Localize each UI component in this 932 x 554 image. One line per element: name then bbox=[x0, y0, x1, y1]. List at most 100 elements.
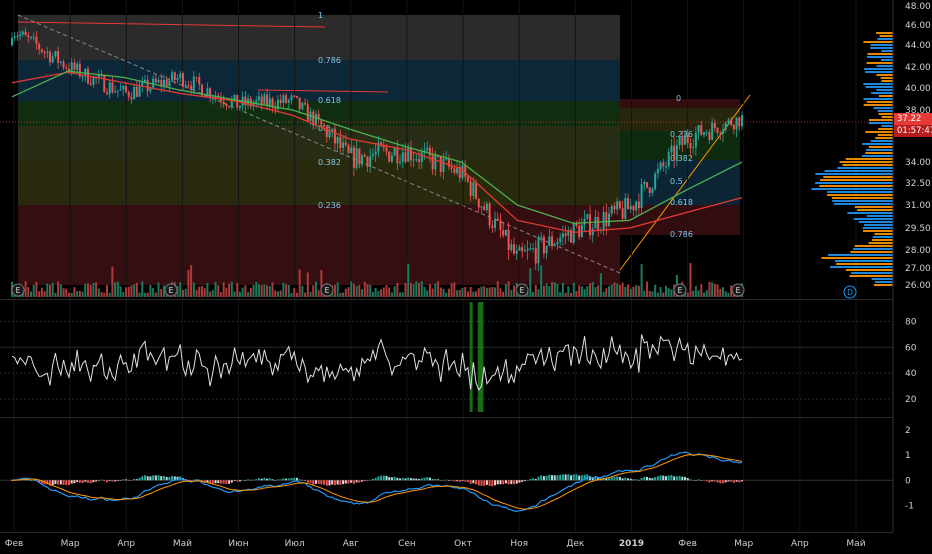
candle-body bbox=[127, 91, 130, 98]
volume-profile-bar bbox=[871, 278, 893, 280]
candle-body bbox=[499, 220, 502, 231]
candle-body bbox=[276, 99, 279, 110]
candle-body bbox=[401, 152, 404, 162]
volume-bar bbox=[111, 266, 114, 297]
macd-histogram-bar bbox=[363, 480, 366, 481]
candle-body bbox=[320, 119, 323, 125]
rsi-oversold-band bbox=[477, 302, 481, 412]
candle-body bbox=[730, 119, 733, 126]
event-marker-circle[interactable] bbox=[11, 283, 25, 297]
volume-bar bbox=[116, 281, 119, 297]
macd-histogram-bar bbox=[564, 474, 567, 481]
macd-histogram-bar bbox=[703, 480, 706, 481]
candle-body bbox=[537, 237, 540, 264]
event-marker-label[interactable]: E bbox=[169, 286, 174, 295]
event-marker-label[interactable]: E bbox=[325, 286, 330, 295]
macd-histogram-bar bbox=[431, 479, 434, 481]
volume-bar bbox=[466, 291, 469, 297]
macd-line bbox=[11, 451, 743, 512]
event-marker-circle[interactable] bbox=[320, 283, 334, 297]
pane-separator[interactable] bbox=[0, 417, 893, 418]
candle-body bbox=[371, 154, 374, 157]
candle-body bbox=[681, 137, 684, 145]
volume-profile-bar bbox=[880, 77, 893, 79]
x-tick-label: Мар bbox=[734, 539, 753, 549]
event-marker-circle[interactable] bbox=[843, 285, 857, 299]
macd-histogram-bar bbox=[323, 480, 326, 485]
macd-histogram-bar bbox=[67, 480, 70, 486]
macd-histogram-bar bbox=[483, 480, 486, 486]
candle-body bbox=[143, 79, 146, 82]
candle-body bbox=[21, 31, 24, 35]
macd-histogram-bar bbox=[491, 480, 494, 487]
volume-profile-bar bbox=[833, 203, 893, 205]
volume-profile-bar bbox=[831, 197, 893, 199]
pane-separator[interactable] bbox=[0, 299, 893, 300]
volume-bar bbox=[548, 285, 551, 297]
macd-histogram-bar bbox=[610, 476, 613, 481]
volume-bar bbox=[697, 290, 700, 297]
macd-histogram-bar bbox=[157, 475, 160, 481]
candle-body bbox=[138, 85, 141, 97]
volume-bar bbox=[510, 289, 513, 297]
macd-histogram-bar bbox=[697, 479, 700, 481]
macd-histogram-bar bbox=[401, 477, 404, 481]
volume-bar bbox=[219, 292, 222, 297]
volume-bar bbox=[551, 282, 554, 297]
volume-profile-bar bbox=[875, 137, 893, 139]
candle-body bbox=[46, 51, 49, 53]
countdown-tag: 01:57:47 bbox=[894, 125, 932, 137]
event-marker-label[interactable]: E bbox=[520, 286, 525, 295]
volume-bar bbox=[632, 286, 635, 297]
event-marker-circle[interactable] bbox=[731, 283, 745, 297]
volume-bar bbox=[464, 286, 467, 297]
event-marker-label[interactable]: E bbox=[736, 286, 741, 295]
volume-bar bbox=[499, 288, 502, 297]
event-marker-circle[interactable] bbox=[673, 283, 687, 297]
macd-histogram-bar bbox=[580, 475, 583, 481]
candle-body bbox=[542, 236, 545, 254]
volume-bar bbox=[238, 291, 241, 297]
candle-body bbox=[697, 125, 700, 133]
volume-profile-bar bbox=[878, 95, 893, 97]
volume-bar bbox=[76, 291, 79, 297]
fib-zone-band bbox=[18, 60, 620, 101]
macd-histogram-bar bbox=[119, 480, 122, 481]
candle-body bbox=[553, 244, 556, 247]
event-marker-label[interactable]: E bbox=[16, 286, 21, 295]
candle-body bbox=[627, 198, 630, 210]
price-tick-label: 42.00 bbox=[905, 63, 931, 73]
macd-histogram-bar bbox=[211, 480, 214, 484]
macd-histogram-bar bbox=[456, 480, 459, 482]
macd-histogram-bar bbox=[692, 480, 695, 481]
volume-profile-bar bbox=[868, 146, 893, 148]
volume-bar bbox=[336, 282, 339, 297]
candle-body bbox=[157, 79, 160, 83]
event-marker-circle[interactable] bbox=[515, 283, 529, 297]
macd-histogram-bar bbox=[469, 480, 472, 484]
volume-bar bbox=[401, 292, 404, 297]
candle-body bbox=[173, 72, 176, 80]
volume-bar bbox=[43, 291, 46, 297]
macd-histogram-bar bbox=[108, 480, 111, 482]
candle-body bbox=[165, 79, 168, 87]
candle-body bbox=[108, 82, 111, 94]
candle-body bbox=[613, 205, 616, 210]
macd-histogram-bar bbox=[32, 480, 35, 481]
volume-profile-bar bbox=[866, 149, 893, 151]
candle-body bbox=[735, 117, 738, 130]
volume-profile-bar bbox=[850, 251, 893, 253]
macd-histogram-bar bbox=[89, 480, 92, 484]
event-marker-label[interactable]: E bbox=[678, 286, 683, 295]
macd-histogram-bar bbox=[420, 478, 423, 481]
volume-profile-bar bbox=[864, 68, 893, 70]
volume-bar bbox=[260, 284, 263, 297]
volume-bar bbox=[540, 265, 543, 297]
macd-histogram-bar bbox=[325, 480, 328, 486]
candle-body bbox=[583, 218, 586, 225]
event-marker-circle[interactable] bbox=[164, 283, 178, 297]
event-marker-label[interactable]: D bbox=[847, 288, 853, 297]
candle-body bbox=[339, 137, 342, 149]
